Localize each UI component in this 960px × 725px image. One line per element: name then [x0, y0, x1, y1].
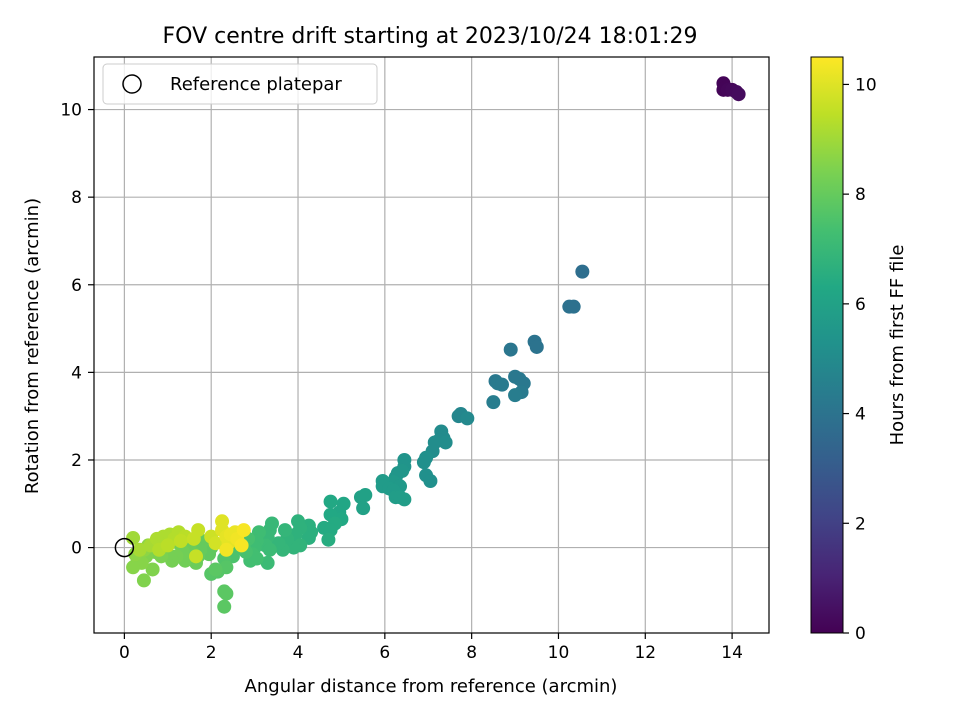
x-axis-label: Angular distance from reference (arcmin) [245, 676, 618, 697]
y-tick-label: 2 [71, 451, 82, 471]
data-point [731, 87, 746, 102]
legend-label: Reference platepar [170, 74, 342, 95]
x-tick-label: 0 [119, 643, 130, 663]
colorbar-ticks: 0 2 4 6 8 10 [843, 75, 877, 644]
colorbar: 0 2 4 6 8 10 Hours from first FF file [810, 56, 908, 644]
data-point [217, 584, 232, 599]
colorbar-tick-label: 2 [855, 514, 866, 534]
plot-frame [93, 56, 770, 634]
data-point [217, 599, 232, 614]
data-point [219, 560, 234, 575]
data-point [186, 531, 201, 546]
x-tick-label: 4 [293, 643, 304, 663]
data-point [486, 395, 501, 410]
data-point [260, 555, 275, 570]
x-tick-label: 12 [634, 643, 656, 663]
data-point [145, 562, 160, 577]
data-point [160, 538, 175, 553]
y-tick-label: 4 [71, 363, 82, 383]
colorbar-tick-label: 0 [855, 624, 866, 644]
x-tick-label: 6 [379, 643, 390, 663]
x-tick-label: 10 [548, 643, 570, 663]
data-point [416, 455, 431, 470]
data-point [323, 494, 338, 509]
data-point [173, 534, 188, 549]
data-point [460, 411, 475, 426]
data-point [136, 573, 151, 588]
data-point [126, 560, 141, 575]
y-tick-label: 6 [71, 276, 82, 296]
data-point [277, 523, 292, 538]
colorbar-tick-label: 6 [855, 295, 866, 315]
data-point [566, 299, 581, 314]
legend-open-circle-icon [122, 74, 142, 94]
data-point [208, 562, 223, 577]
data-point [529, 339, 544, 354]
colorbar-gradient [810, 56, 844, 634]
data-point [219, 542, 234, 557]
data-point [189, 549, 204, 564]
legend: Reference platepar [102, 63, 378, 105]
data-point [353, 490, 368, 505]
y-axis-label: Rotation from reference (arcmin) [22, 198, 43, 494]
x-tick-label: 8 [466, 643, 477, 663]
data-point [236, 523, 251, 538]
data-point [575, 264, 590, 279]
data-point [423, 474, 438, 489]
colorbar-tick-label: 10 [855, 75, 877, 95]
y-tick-label: 10 [60, 101, 82, 121]
data-points [126, 76, 746, 614]
x-tick-label: 14 [721, 643, 743, 663]
data-point [321, 532, 336, 547]
grid-lines [94, 57, 769, 633]
data-point [262, 542, 277, 557]
colorbar-tick-label: 4 [855, 405, 866, 425]
data-point [508, 388, 523, 403]
x-axis-ticks: 0 2 4 6 8 10 12 14 [119, 633, 743, 663]
chart-title: FOV centre drift starting at 2023/10/24 … [163, 24, 698, 49]
x-tick-label: 2 [206, 643, 217, 663]
colorbar-label: Hours from first FF file [887, 245, 908, 446]
y-axis-ticks: 0 2 4 6 8 10 [60, 101, 94, 559]
data-point [132, 542, 147, 557]
colorbar-tick-label: 8 [855, 185, 866, 205]
data-point [234, 538, 249, 553]
legend-box [102, 63, 378, 105]
data-point [503, 342, 518, 357]
data-point [126, 530, 141, 545]
data-point [356, 501, 371, 516]
reference-platepar-marker [114, 537, 135, 558]
data-point [438, 435, 453, 450]
y-tick-label: 0 [71, 539, 82, 559]
y-tick-label: 8 [71, 188, 82, 208]
data-point [397, 492, 412, 507]
data-point [495, 377, 510, 392]
data-point [208, 536, 223, 551]
